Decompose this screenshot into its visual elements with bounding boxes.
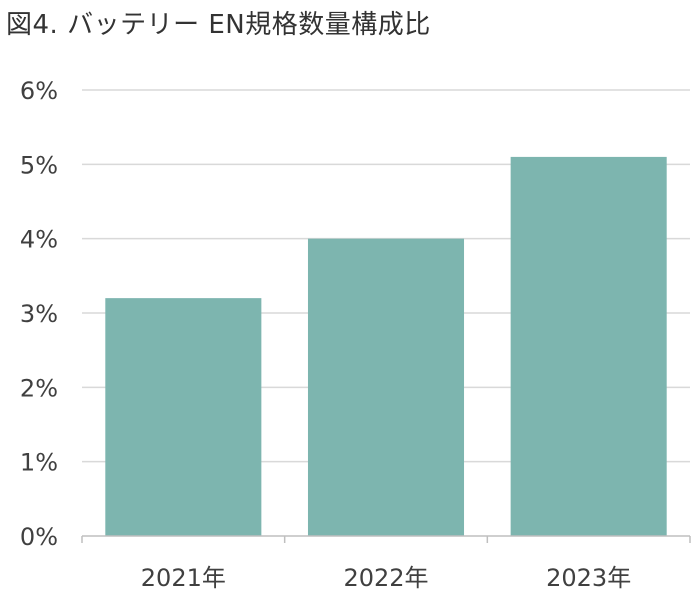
y-tick-label: 2% bbox=[20, 374, 58, 402]
bar bbox=[307, 238, 465, 536]
y-tick-labels: 0% 1% 2% 3% 4% 5% 6% bbox=[20, 77, 58, 551]
y-tick-label: 1% bbox=[20, 449, 58, 477]
y-tick-label: 3% bbox=[20, 300, 58, 328]
x-tick-labels: 2021年 2022年 2023年 bbox=[141, 564, 631, 592]
bar bbox=[105, 298, 262, 536]
bar bbox=[510, 156, 667, 536]
x-tick-label: 2021年 bbox=[141, 564, 226, 592]
y-tick-label: 4% bbox=[20, 226, 58, 254]
bars bbox=[105, 156, 667, 536]
x-tick-label: 2023年 bbox=[546, 564, 631, 592]
chart-title: 図4. バッテリー EN規格数量構成比 bbox=[6, 10, 431, 40]
x-tick-label: 2022年 bbox=[343, 564, 428, 592]
y-tick-label: 0% bbox=[20, 523, 58, 551]
x-axis bbox=[81, 535, 691, 543]
y-tick-label: 5% bbox=[20, 151, 58, 179]
y-tick-label: 6% bbox=[20, 77, 58, 105]
